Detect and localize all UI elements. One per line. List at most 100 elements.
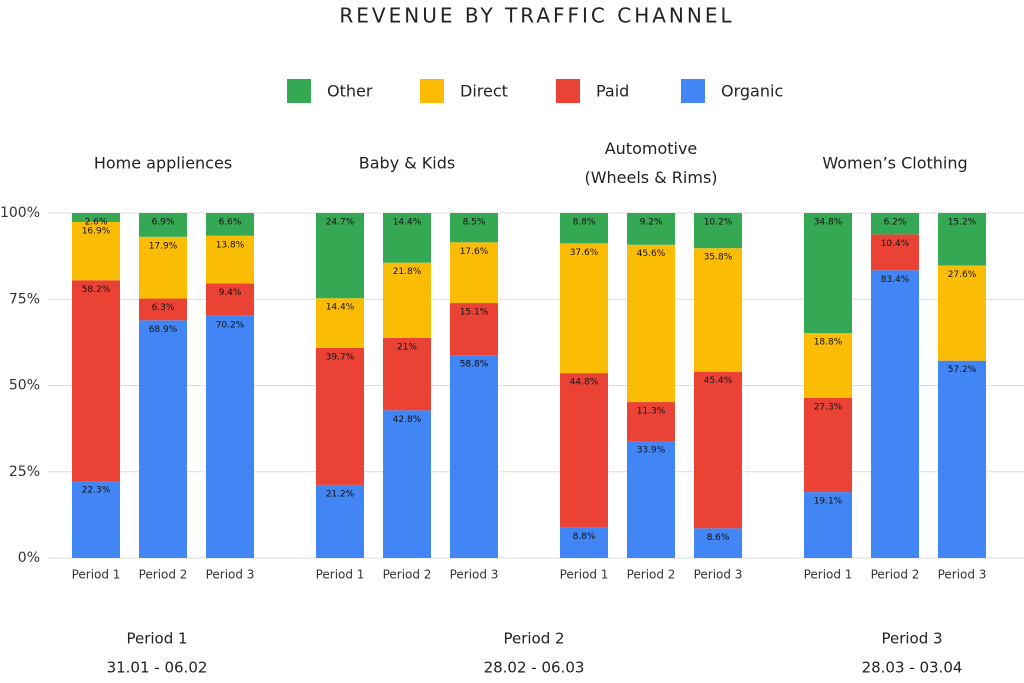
bar-segment — [450, 213, 498, 243]
bar-segment — [560, 527, 608, 558]
bar-segment — [206, 213, 254, 236]
data-label: 8.6% — [707, 533, 730, 543]
data-label: 37.6% — [570, 248, 599, 258]
legend-swatch — [556, 79, 580, 103]
x-tick-label: Period 3 — [206, 568, 255, 582]
data-label: 83.4% — [881, 275, 910, 285]
bar-segment — [139, 298, 187, 321]
data-label: 39.7% — [326, 352, 355, 362]
data-label: 10.2% — [704, 218, 733, 228]
data-label: 8.8% — [573, 218, 596, 228]
data-label: 44.8% — [570, 378, 599, 388]
data-label: 10.4% — [881, 239, 910, 249]
bar-segment — [206, 315, 254, 558]
footer-dates: 31.01 - 06.02 — [107, 659, 208, 677]
bar-segment — [316, 484, 364, 558]
data-label: 33.9% — [637, 446, 666, 456]
data-label: 21.2% — [326, 489, 355, 499]
bar-segment — [206, 283, 254, 316]
chart-title: REVENUE BY TRAFFIC CHANNEL — [339, 4, 734, 28]
bar-segment — [694, 213, 742, 249]
data-label: 6.2% — [884, 218, 907, 228]
bar-segment — [72, 213, 120, 222]
data-label: 68.9% — [149, 325, 178, 335]
y-tick-label: 25% — [9, 464, 40, 480]
data-label: 2.6% — [85, 218, 108, 228]
bar-segment — [938, 213, 986, 266]
x-tick-label: Period 1 — [72, 568, 121, 582]
bar-segment — [804, 492, 852, 558]
bar-segment — [871, 213, 919, 235]
data-label: 8.8% — [573, 532, 596, 542]
data-label: 15.2% — [948, 218, 977, 228]
group-label: Home appliences — [94, 154, 232, 173]
bar-segment — [450, 242, 498, 304]
bar-segment — [139, 213, 187, 237]
legend-label: Direct — [460, 82, 508, 101]
data-label: 35.8% — [704, 253, 733, 263]
data-label: 45.4% — [704, 376, 733, 386]
data-label: 6.9% — [152, 218, 175, 228]
bar-segment — [72, 481, 120, 558]
legend-label: Other — [327, 82, 373, 101]
data-label: 19.1% — [814, 497, 843, 507]
legend-swatch — [420, 79, 444, 103]
data-label: 70.2% — [216, 320, 245, 330]
data-label: 17.6% — [460, 247, 489, 257]
footer-period: Period 3 — [881, 630, 942, 648]
bar-segment — [871, 234, 919, 271]
x-tick-label: Period 3 — [694, 568, 743, 582]
x-tick-label: Period 2 — [139, 568, 188, 582]
bar-segment — [938, 360, 986, 558]
footer-dates: 28.03 - 03.04 — [862, 659, 963, 677]
y-tick-label: 75% — [9, 291, 40, 307]
data-label: 18.8% — [814, 338, 843, 348]
legend-swatch — [287, 79, 311, 103]
bar-segment — [139, 236, 187, 299]
data-label: 21.8% — [393, 267, 422, 277]
bar-segment — [316, 298, 364, 348]
bar-segment — [450, 355, 498, 558]
group-label: Baby & Kids — [359, 154, 455, 173]
x-tick-label: Period 2 — [383, 568, 432, 582]
data-label: 22.3% — [82, 486, 111, 496]
data-label: 9.4% — [219, 288, 242, 298]
data-label: 16.9% — [82, 226, 111, 236]
data-label: 27.6% — [948, 270, 977, 280]
bar-segment — [938, 265, 986, 361]
bar-segment — [139, 320, 187, 558]
footer-dates: 28.02 - 06.03 — [484, 659, 585, 677]
bar-segment — [804, 333, 852, 398]
bar-segment — [72, 221, 120, 281]
data-label: 34.8% — [814, 218, 843, 228]
y-tick-label: 100% — [0, 205, 40, 221]
legend-swatch — [681, 79, 705, 103]
footer-period: Period 2 — [503, 630, 564, 648]
bar-segment — [383, 337, 431, 411]
data-label: 14.4% — [326, 303, 355, 313]
group-label: (Wheels & Rims) — [584, 168, 717, 187]
bar-segment — [316, 347, 364, 485]
bar-segment — [560, 243, 608, 374]
data-label: 14.4% — [393, 218, 422, 228]
data-label: 42.8% — [393, 415, 422, 425]
data-label: 13.8% — [216, 240, 245, 250]
data-label: 58.8% — [460, 360, 489, 370]
data-label: 57.2% — [948, 365, 977, 375]
data-label: 45.6% — [637, 249, 666, 259]
bar-segment — [450, 303, 498, 356]
legend-label: Organic — [721, 82, 783, 101]
group-label: Women’s Clothing — [822, 154, 967, 173]
footer-period: Period 1 — [126, 630, 187, 648]
x-tick-label: Period 2 — [871, 568, 920, 582]
data-label: 15.1% — [460, 308, 489, 318]
bar-segment — [871, 270, 919, 558]
x-tick-label: Period 1 — [804, 568, 853, 582]
bar-segment — [72, 280, 120, 482]
data-label: 27.3% — [814, 402, 843, 412]
data-label: 9.2% — [640, 218, 663, 228]
group-label: Automotive — [605, 139, 698, 158]
bar-segment — [383, 410, 431, 558]
bar-segment — [316, 213, 364, 299]
